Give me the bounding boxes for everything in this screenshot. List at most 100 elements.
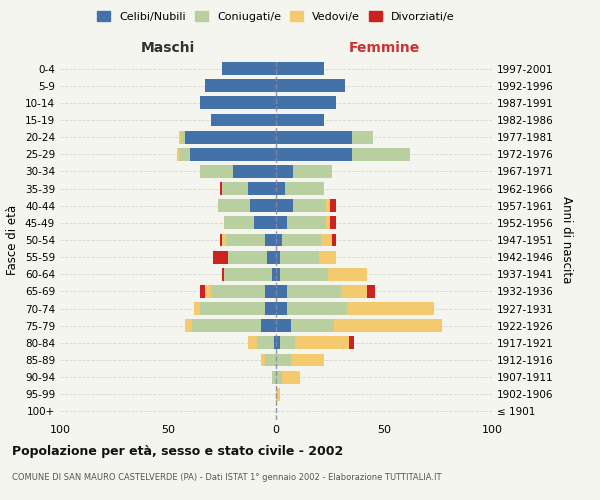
Bar (283, 370, 300, 384)
Bar (248, 336, 257, 349)
Bar (330, 200, 337, 212)
Bar (218, 200, 250, 212)
Bar (222, 268, 224, 280)
Bar (287, 216, 326, 230)
Bar (283, 234, 322, 246)
Bar (328, 268, 367, 280)
Bar (276, 336, 280, 349)
Text: Popolazione per età, sesso e stato civile - 2002: Popolazione per età, sesso e stato civil… (12, 445, 343, 458)
Bar (326, 216, 330, 230)
Bar (179, 130, 181, 143)
Bar (211, 114, 276, 126)
Bar (287, 302, 347, 315)
Bar (176, 148, 179, 160)
Bar (265, 302, 276, 315)
Bar (220, 182, 222, 195)
Bar (334, 320, 442, 332)
Bar (352, 130, 373, 143)
Bar (332, 234, 337, 246)
Bar (265, 234, 276, 246)
Bar (190, 148, 276, 160)
Bar (276, 148, 352, 160)
Bar (211, 285, 265, 298)
Bar (194, 302, 200, 315)
Bar (200, 165, 233, 178)
Bar (330, 216, 337, 230)
Bar (222, 234, 226, 246)
Bar (261, 320, 276, 332)
Bar (276, 370, 283, 384)
Bar (352, 148, 410, 160)
Bar (254, 216, 276, 230)
Bar (276, 320, 291, 332)
Bar (287, 285, 341, 298)
Text: COMUNE DI SAN MAURO CASTELVERDE (PA) - Dati ISTAT 1° gennaio 2002 - Elaborazione: COMUNE DI SAN MAURO CASTELVERDE (PA) - D… (12, 472, 442, 482)
Bar (205, 80, 276, 92)
Bar (276, 96, 337, 110)
Bar (181, 130, 185, 143)
Bar (250, 200, 276, 212)
Bar (222, 182, 248, 195)
Bar (276, 62, 323, 75)
Bar (224, 268, 272, 280)
Bar (200, 285, 205, 298)
Bar (214, 250, 229, 264)
Bar (276, 388, 280, 400)
Bar (229, 250, 268, 264)
Bar (293, 165, 332, 178)
Bar (319, 250, 337, 264)
Bar (291, 320, 334, 332)
Bar (295, 336, 349, 349)
Bar (274, 336, 276, 349)
Bar (276, 302, 287, 315)
Bar (276, 268, 280, 280)
Bar (220, 234, 222, 246)
Text: Femmine: Femmine (349, 41, 419, 55)
Bar (226, 234, 265, 246)
Bar (272, 268, 276, 280)
Bar (257, 336, 274, 349)
Bar (280, 268, 328, 280)
Bar (291, 354, 323, 366)
Bar (265, 354, 276, 366)
Bar (268, 250, 276, 264)
Bar (272, 370, 276, 384)
Bar (200, 302, 265, 315)
Bar (349, 336, 354, 349)
Bar (276, 216, 287, 230)
Bar (284, 182, 323, 195)
Legend: Celibi/Nubili, Coniugati/e, Vedovi/e, Divorziati/e: Celibi/Nubili, Coniugati/e, Vedovi/e, Di… (94, 8, 458, 25)
Bar (276, 250, 280, 264)
Bar (347, 302, 434, 315)
Bar (276, 354, 291, 366)
Bar (293, 200, 326, 212)
Bar (276, 130, 352, 143)
Bar (265, 285, 276, 298)
Bar (200, 96, 276, 110)
Bar (233, 165, 276, 178)
Bar (276, 182, 284, 195)
Bar (276, 285, 287, 298)
Text: Maschi: Maschi (141, 41, 195, 55)
Bar (185, 130, 276, 143)
Bar (276, 114, 323, 126)
Bar (322, 234, 332, 246)
Bar (248, 182, 276, 195)
Bar (185, 320, 192, 332)
Y-axis label: Fasce di età: Fasce di età (7, 205, 19, 275)
Bar (205, 285, 211, 298)
Bar (341, 285, 367, 298)
Bar (276, 234, 283, 246)
Bar (280, 250, 319, 264)
Bar (276, 165, 293, 178)
Bar (276, 200, 293, 212)
Bar (192, 320, 261, 332)
Bar (326, 200, 330, 212)
Bar (367, 285, 376, 298)
Bar (280, 336, 295, 349)
Bar (222, 62, 276, 75)
Y-axis label: Anni di nascita: Anni di nascita (560, 196, 573, 284)
Bar (179, 148, 190, 160)
Bar (276, 80, 345, 92)
Bar (224, 216, 254, 230)
